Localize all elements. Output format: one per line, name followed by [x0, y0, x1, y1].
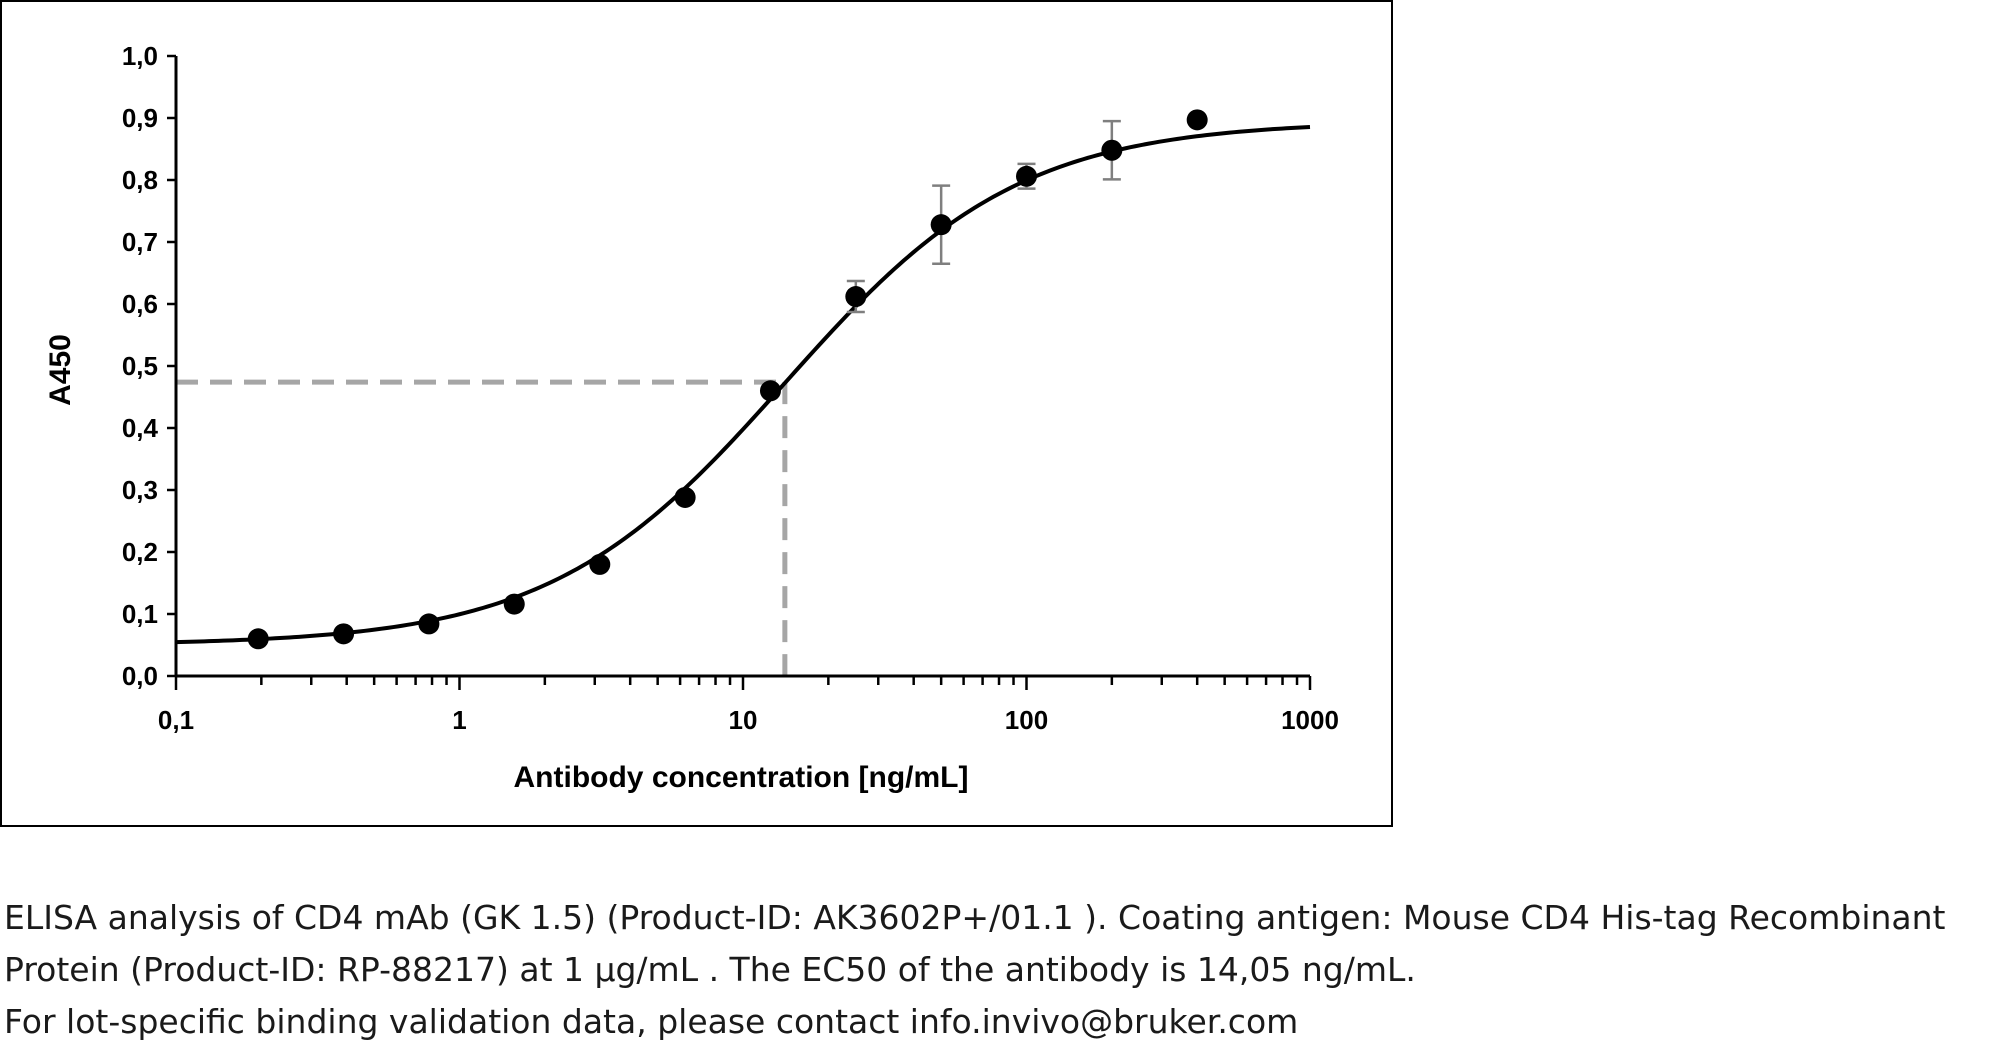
x-tick-label: 100: [1005, 705, 1048, 735]
caption-line-1: ELISA analysis of CD4 mAb (GK 1.5) (Prod…: [4, 898, 1946, 937]
data-point: [759, 380, 781, 402]
error-bars: [846, 119, 1121, 314]
data-point: [333, 623, 355, 645]
y-tick-label: 0,7: [122, 227, 158, 257]
y-tick-label: 0,3: [122, 475, 158, 505]
caption-line-2: Protein (Product-ID: RP-88217) at 1 µg/m…: [4, 950, 1416, 989]
data-point: [1101, 139, 1123, 161]
y-tick-label: 0,9: [122, 103, 158, 133]
y-axis-title: A450: [44, 334, 77, 406]
caption-line-3: For lot-specific binding validation data…: [4, 1002, 1299, 1041]
y-tick-label: 0,4: [122, 413, 159, 443]
chart-frame: 0,0 0,1 0,2 0,3 0,4 0,5 0,6 0,7 0,8 0,9 1,0 0,1 1 10 1…: [0, 0, 1393, 827]
data-point: [674, 486, 696, 508]
y-tick-label: 1,0: [122, 41, 158, 71]
x-tick-label: 1000: [1281, 705, 1339, 735]
ec50-binding-chart: 0,00,10,20,30,40,50,60,70,80,91,00,1 1 10 1…: [44, 41, 1339, 794]
axes: 0,00,10,20,30,40,50,60,70,80,91,00,1 1 10 1…: [122, 41, 1339, 735]
y-tick-label: 0,2: [122, 537, 158, 567]
x-axis-title: Antibody concentration [ng/mL]: [514, 761, 969, 794]
figure-caption: ELISA analysis of CD4 mAb (GK 1.5) (Prod…: [4, 892, 1994, 1048]
y-tick-label: 0,1: [122, 599, 158, 629]
data-point: [247, 628, 269, 650]
data-point: [845, 286, 867, 308]
data-point: [1016, 165, 1037, 187]
y-tick-label: 0,5: [122, 351, 158, 381]
data-point: [418, 613, 440, 635]
data-points: [247, 109, 1208, 650]
x-tick-label: 0,1: [158, 705, 194, 735]
x-tick-label: 10: [729, 705, 758, 735]
y-tick-label: 0,8: [122, 165, 158, 195]
ec50-guides: [176, 379, 788, 676]
data-point: [930, 214, 952, 236]
data-point: [1186, 109, 1208, 131]
y-tick-label: 0,0: [122, 661, 158, 691]
data-point: [503, 593, 525, 615]
y-tick-label: 0,6: [122, 289, 158, 319]
x-tick-label: 1: [452, 705, 466, 735]
data-point: [589, 553, 611, 575]
